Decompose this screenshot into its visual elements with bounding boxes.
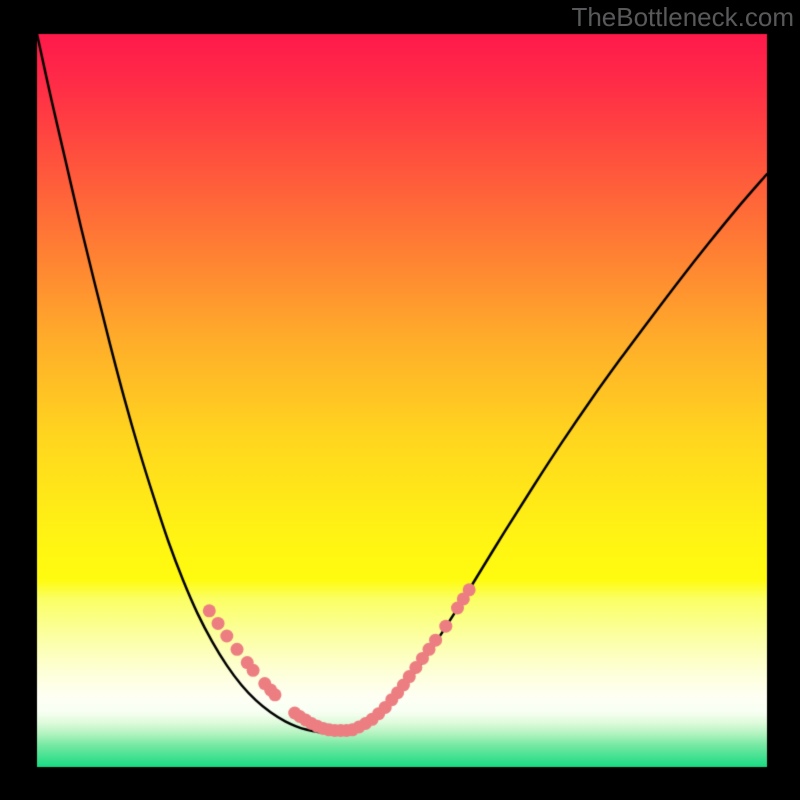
watermark-text: TheBottleneck.com [571, 2, 794, 33]
bottleneck-chart [0, 0, 800, 800]
